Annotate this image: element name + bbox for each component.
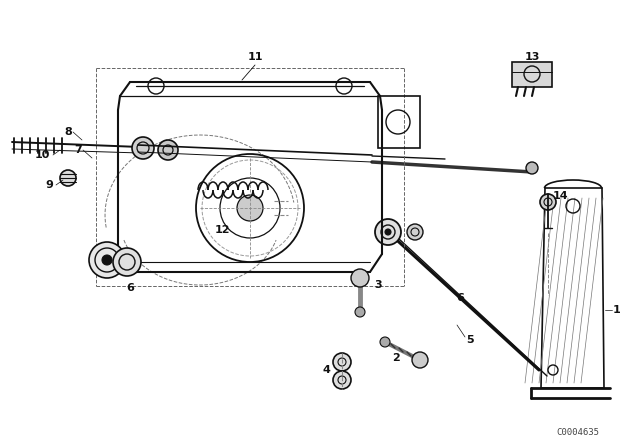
Text: 12: 12 <box>214 225 230 235</box>
Circle shape <box>60 170 76 186</box>
Circle shape <box>158 140 178 160</box>
Text: 6: 6 <box>126 283 134 293</box>
Text: 10: 10 <box>35 150 50 160</box>
Text: 14: 14 <box>553 191 568 201</box>
Text: 6: 6 <box>456 293 464 303</box>
Circle shape <box>355 307 365 317</box>
Circle shape <box>89 242 125 278</box>
Text: 5: 5 <box>466 335 474 345</box>
Circle shape <box>351 269 369 287</box>
Circle shape <box>375 219 401 245</box>
Text: 2: 2 <box>392 353 400 363</box>
Text: 1: 1 <box>613 305 621 315</box>
Circle shape <box>102 255 112 265</box>
Text: 9: 9 <box>45 180 53 190</box>
Text: 8: 8 <box>64 127 72 137</box>
Circle shape <box>132 137 154 159</box>
Circle shape <box>113 248 141 276</box>
Text: C0004635: C0004635 <box>557 427 600 436</box>
Circle shape <box>237 195 263 221</box>
Circle shape <box>333 371 351 389</box>
Bar <box>512 62 552 87</box>
Circle shape <box>540 194 556 210</box>
Circle shape <box>526 162 538 174</box>
Bar <box>378 96 420 148</box>
Circle shape <box>412 352 428 368</box>
Circle shape <box>385 229 391 235</box>
Text: 13: 13 <box>524 52 540 62</box>
Circle shape <box>333 353 351 371</box>
Text: 3: 3 <box>374 280 382 290</box>
Circle shape <box>380 337 390 347</box>
Text: 4: 4 <box>322 365 330 375</box>
Text: 7: 7 <box>74 145 82 155</box>
Circle shape <box>407 224 423 240</box>
Text: 11: 11 <box>247 52 263 62</box>
